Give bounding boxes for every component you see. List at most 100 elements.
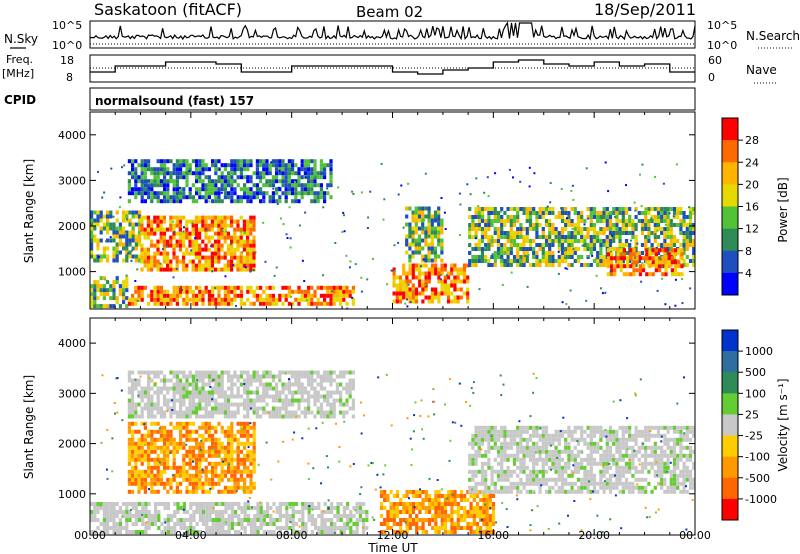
heatmap-cell [204, 469, 208, 474]
velocity-heatmap-cells [90, 370, 696, 535]
heatmap-cell [303, 414, 307, 419]
heatmap-cell [310, 285, 314, 290]
heatmap-cell [500, 215, 504, 219]
heatmap-cell [173, 526, 177, 530]
heatmap-cell [427, 267, 431, 272]
heatmap-cell [166, 481, 170, 486]
heatmap-cell [291, 502, 295, 506]
heatmap-cell [182, 518, 186, 522]
heatmap-cell [265, 293, 269, 298]
heatmap-cell [138, 502, 142, 506]
heatmap-cell [102, 284, 106, 289]
heatmap-cell [661, 248, 665, 253]
heatmap-cell [239, 425, 243, 430]
heatmap-cell [246, 398, 250, 403]
heatmap-cell [528, 227, 533, 231]
heatmap-speck [211, 270, 214, 273]
heatmap-cell [509, 239, 513, 243]
heatmap-cell [147, 510, 151, 514]
heatmap-cell [342, 289, 346, 294]
heatmap-cell [255, 374, 259, 379]
heatmap-cell [236, 183, 240, 188]
heatmap-cell [631, 223, 635, 227]
heatmap-speck [458, 192, 461, 195]
heatmap-cell [297, 289, 301, 294]
heatmap-cell [207, 390, 211, 395]
heatmap-cell [239, 449, 243, 454]
heatmap-cell [239, 402, 243, 407]
heatmap-cell [538, 223, 542, 227]
heatmap-cell [207, 247, 211, 252]
heatmap-cell [198, 453, 202, 458]
heatmap-cell [265, 390, 269, 395]
heatmap-cell [102, 530, 106, 534]
heatmap-cell [411, 494, 416, 498]
heatmap-cell [405, 242, 409, 247]
heatmap-cell [557, 215, 561, 219]
heatmap-cell [143, 215, 147, 220]
heatmap-cell [493, 211, 497, 215]
heatmap-speck [367, 216, 370, 219]
heatmap-cell [463, 514, 467, 518]
heatmap-cell [93, 258, 97, 263]
heatmap-cell [182, 390, 186, 395]
heatmap-cell [125, 276, 129, 281]
heatmap-cell [466, 299, 470, 304]
heatmap-cell [214, 370, 218, 375]
heatmap-cell [624, 211, 629, 215]
heatmap-cell [496, 211, 501, 215]
heatmap-cell [239, 227, 243, 232]
heatmap-cell [156, 370, 160, 375]
heatmap-cell [503, 251, 507, 255]
heatmap-speck [674, 304, 677, 307]
heatmap-cell [307, 502, 311, 506]
heatmap-cell [631, 255, 635, 259]
heatmap-cell [482, 518, 486, 522]
heatmap-cell [169, 179, 173, 184]
heatmap-cell [128, 510, 132, 514]
heatmap-cell [310, 514, 314, 518]
heatmap-cell [211, 191, 215, 196]
heatmap-cell [637, 251, 641, 255]
heatmap-cell [112, 304, 116, 309]
heatmap-cell [300, 289, 304, 294]
heatmap-cell [266, 506, 270, 510]
heatmap-cell [214, 179, 218, 184]
heatmap-cell [509, 235, 513, 239]
heatmap-cell [211, 473, 215, 478]
heatmap-cell [616, 256, 620, 261]
heatmap-cell [616, 252, 620, 257]
heatmap-cell [195, 187, 199, 192]
heatmap-cell [259, 502, 263, 506]
heatmap-cell [303, 410, 307, 415]
heatmap-cell [496, 247, 501, 251]
heatmap-cell [153, 489, 157, 494]
heatmap-cell [522, 255, 526, 259]
heatmap-cell [506, 231, 510, 235]
heatmap-cell [287, 386, 291, 391]
heatmap-cell [227, 514, 231, 518]
heatmap-cell [210, 235, 214, 240]
heatmap-cell [282, 514, 286, 518]
heatmap-cell [682, 211, 686, 215]
heatmap-cell [330, 530, 334, 534]
heatmap-cell [159, 219, 163, 224]
heatmap-cell [185, 263, 189, 268]
heatmap-cell [195, 293, 199, 298]
heatmap-cell [138, 254, 142, 259]
heatmap-cell [443, 498, 448, 502]
heatmap-cell [195, 297, 199, 302]
heatmap-cell [182, 267, 186, 272]
heatmap-cell [316, 374, 320, 379]
heatmap-cell [583, 239, 587, 243]
heatmap-cell [210, 243, 214, 248]
heatmap-cell [147, 518, 151, 522]
heatmap-cell [140, 461, 144, 466]
heatmap-cell [143, 406, 147, 411]
heatmap-cell [249, 267, 253, 272]
heatmap-cell [482, 522, 486, 526]
heatmap-cell [395, 530, 400, 534]
heatmap-cell [99, 522, 103, 526]
heatmap-cell [223, 485, 227, 490]
